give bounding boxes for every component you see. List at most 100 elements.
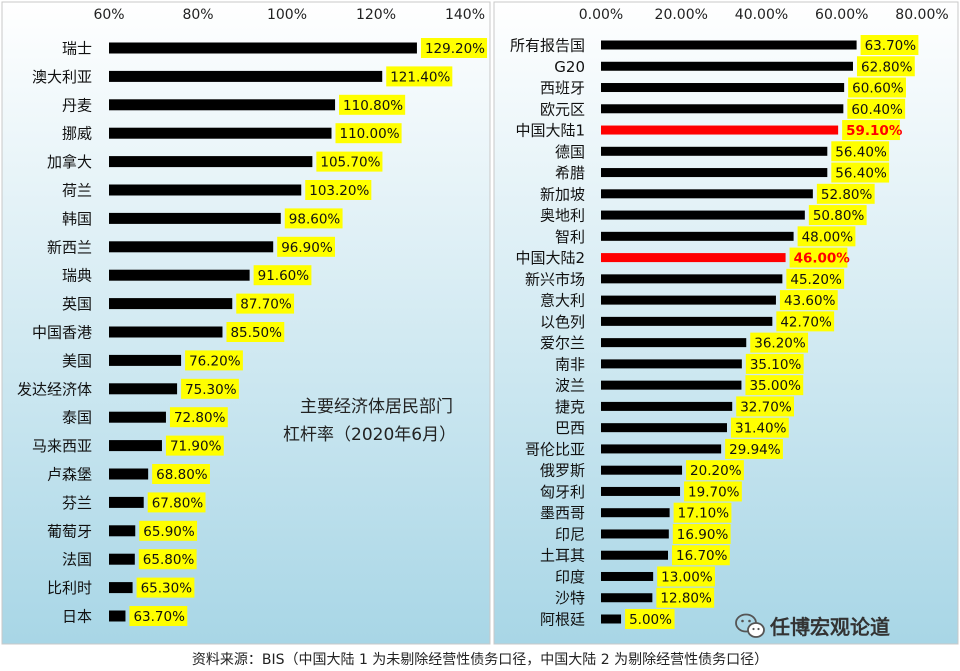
category-label: 中国大陆1 [515,122,585,140]
data-label-box [672,523,731,544]
watermark: 任博宏观论道 [735,613,890,639]
category-label: 日本 [62,608,92,626]
data-label: 16.90% [677,527,729,543]
data-label-box [165,435,224,456]
data-label: 85.50% [230,325,282,341]
data-label: 48.00% [802,229,854,245]
bar [601,338,747,348]
data-label-box [226,322,285,342]
bar [601,253,786,263]
category-label: 新兴市场 [525,270,585,288]
bar [109,269,250,281]
data-label: 76.20% [189,353,241,369]
bar [109,298,233,310]
data-label-box [797,226,856,247]
bar [109,127,332,139]
data-label: 67.80% [152,495,204,511]
data-label-box [129,606,188,626]
data-label-box [339,94,406,115]
data-label-box [842,120,900,141]
bar [109,468,149,480]
category-label: 中国大陆2 [515,249,585,267]
bar [601,316,773,326]
bar [601,359,742,369]
data-label-box [138,549,197,570]
data-label: 65.80% [143,552,195,568]
category-label: 泰国 [62,409,92,427]
data-label: 52.80% [821,187,873,203]
bar [601,210,805,220]
category-label: 以色列 [540,313,585,331]
bar [109,42,417,54]
bar [109,496,144,508]
data-label: 59.10% [846,123,903,139]
data-label-box [847,98,906,119]
category-label: 南非 [555,355,585,373]
category-label: 墨西哥 [540,504,585,522]
data-label: 68.80% [156,467,208,483]
category-label: 欧元区 [540,100,585,118]
category-label: 加拿大 [47,153,92,171]
data-label: 56.40% [835,166,887,182]
data-label: 96.90% [281,240,333,256]
data-label-box [316,151,383,172]
bar [601,444,722,454]
category-label: 中国香港 [32,324,92,342]
data-label: 71.90% [170,439,222,455]
bar [601,274,783,284]
data-label: 121.40% [390,69,450,85]
bar [109,582,133,594]
data-label: 35.00% [749,378,801,394]
bar [109,70,383,82]
bar [109,326,223,338]
bar [109,354,182,366]
category-label: 希腊 [555,164,585,182]
bar [601,593,653,603]
data-label: 16.70% [676,548,728,564]
category-label: 英国 [62,295,92,313]
category-label: 沙特 [555,589,585,607]
data-label-box [284,208,343,229]
watermark-text: 任博宏观论道 [769,615,890,639]
category-label: 哥伦比亚 [525,440,585,458]
category-label: 匈牙利 [540,483,585,501]
data-label: 19.70% [688,484,740,500]
data-label: 65.90% [143,524,195,540]
data-label-box [860,35,919,55]
bar [601,529,669,539]
data-label-box [808,205,867,226]
category-label: 印尼 [555,525,585,543]
data-label: 36.20% [754,336,806,352]
data-label: 42.70% [780,314,832,330]
bar [109,212,281,224]
wechat-icon [735,613,765,638]
data-label-box [277,236,336,257]
category-label: 美国 [62,352,92,370]
right-chart: 0.00% 20.00% 40.00% 60.00% 80.00% 所有报告国 63.70%… [510,7,949,629]
x-tick-label: 80.00% [895,7,948,23]
data-label: 103.20% [309,183,369,199]
bar [109,184,302,196]
data-label-box [776,311,835,332]
category-label: 波兰 [555,377,585,395]
bar [109,156,313,168]
category-label: 丹麦 [62,96,92,114]
data-label-box [686,460,744,481]
data-label: 56.40% [835,144,887,160]
bar [601,295,776,305]
data-label-box [736,396,795,417]
category-label: 法国 [62,551,92,569]
bar [601,508,670,518]
data-label: 98.60% [289,211,341,227]
category-label: 芬兰 [62,494,92,512]
bar [601,125,839,135]
data-label: 35.10% [750,357,802,373]
category-label: 荷兰 [62,182,92,200]
data-label-box [136,577,195,598]
data-label: 91.60% [258,268,310,284]
data-label: 63.70% [133,609,185,625]
bar [601,189,813,199]
data-label-box [745,353,804,374]
bar [109,440,162,452]
